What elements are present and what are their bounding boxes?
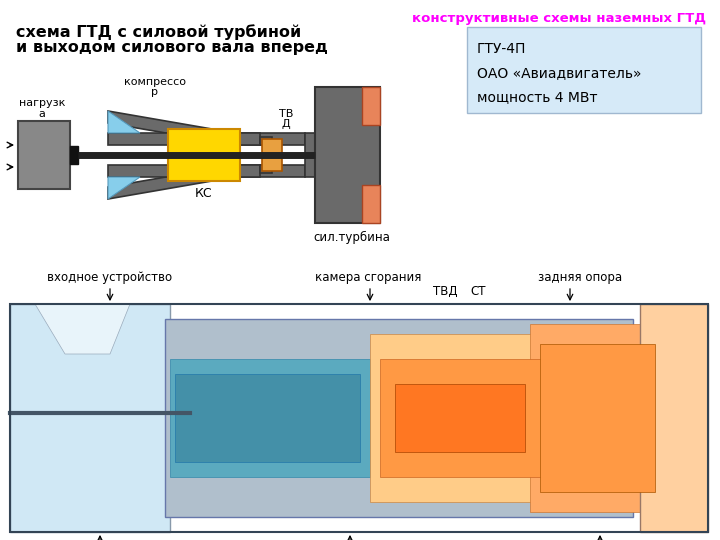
Bar xyxy=(305,133,317,177)
Text: ОАО «Авиадвигатель»: ОАО «Авиадвигатель» xyxy=(477,66,642,80)
Bar xyxy=(315,87,380,223)
Text: ТВ
Д: ТВ Д xyxy=(279,109,293,129)
Text: камера сгорания: камера сгорания xyxy=(315,271,421,284)
Bar xyxy=(18,121,70,189)
Text: СТ: СТ xyxy=(470,285,486,298)
Bar xyxy=(540,344,655,492)
Polygon shape xyxy=(235,133,260,145)
Text: компрессо
р: компрессо р xyxy=(124,77,186,97)
Polygon shape xyxy=(235,165,260,177)
Bar xyxy=(362,185,380,223)
Bar xyxy=(10,304,170,532)
Polygon shape xyxy=(108,165,235,199)
Polygon shape xyxy=(108,165,235,177)
Polygon shape xyxy=(108,177,140,199)
Bar xyxy=(395,384,525,452)
FancyBboxPatch shape xyxy=(467,27,701,113)
Bar xyxy=(362,87,380,125)
Text: задняя опора: задняя опора xyxy=(538,271,622,284)
Text: ГТУ-4П: ГТУ-4П xyxy=(477,42,526,56)
Bar xyxy=(262,139,282,171)
Polygon shape xyxy=(235,165,305,177)
Bar xyxy=(165,319,633,517)
Polygon shape xyxy=(108,111,140,133)
Text: нагрузк
а: нагрузк а xyxy=(19,98,66,119)
Bar xyxy=(10,304,708,532)
Text: схема ГТД с силовой турбиной: схема ГТД с силовой турбиной xyxy=(16,24,301,40)
Bar xyxy=(175,374,360,462)
Text: конструктивные схемы наземных ГТД: конструктивные схемы наземных ГТД xyxy=(412,12,706,25)
Polygon shape xyxy=(260,165,272,173)
Bar xyxy=(70,146,78,164)
Text: и выходом силового вала вперед: и выходом силового вала вперед xyxy=(16,40,328,55)
Polygon shape xyxy=(35,304,130,354)
Bar xyxy=(530,324,670,512)
Bar xyxy=(370,334,570,502)
Bar xyxy=(380,359,550,477)
Text: входное устройство: входное устройство xyxy=(48,271,173,284)
Polygon shape xyxy=(235,133,305,145)
Bar xyxy=(640,304,708,532)
Bar xyxy=(168,129,240,181)
Bar xyxy=(170,359,370,477)
Polygon shape xyxy=(108,111,235,145)
Polygon shape xyxy=(108,133,235,145)
Text: КС: КС xyxy=(195,187,213,200)
Text: мощность 4 МВт: мощность 4 МВт xyxy=(477,90,598,104)
Polygon shape xyxy=(260,137,272,145)
Text: ТВД: ТВД xyxy=(433,285,457,298)
Text: сил.турбина: сил.турбина xyxy=(313,231,390,244)
